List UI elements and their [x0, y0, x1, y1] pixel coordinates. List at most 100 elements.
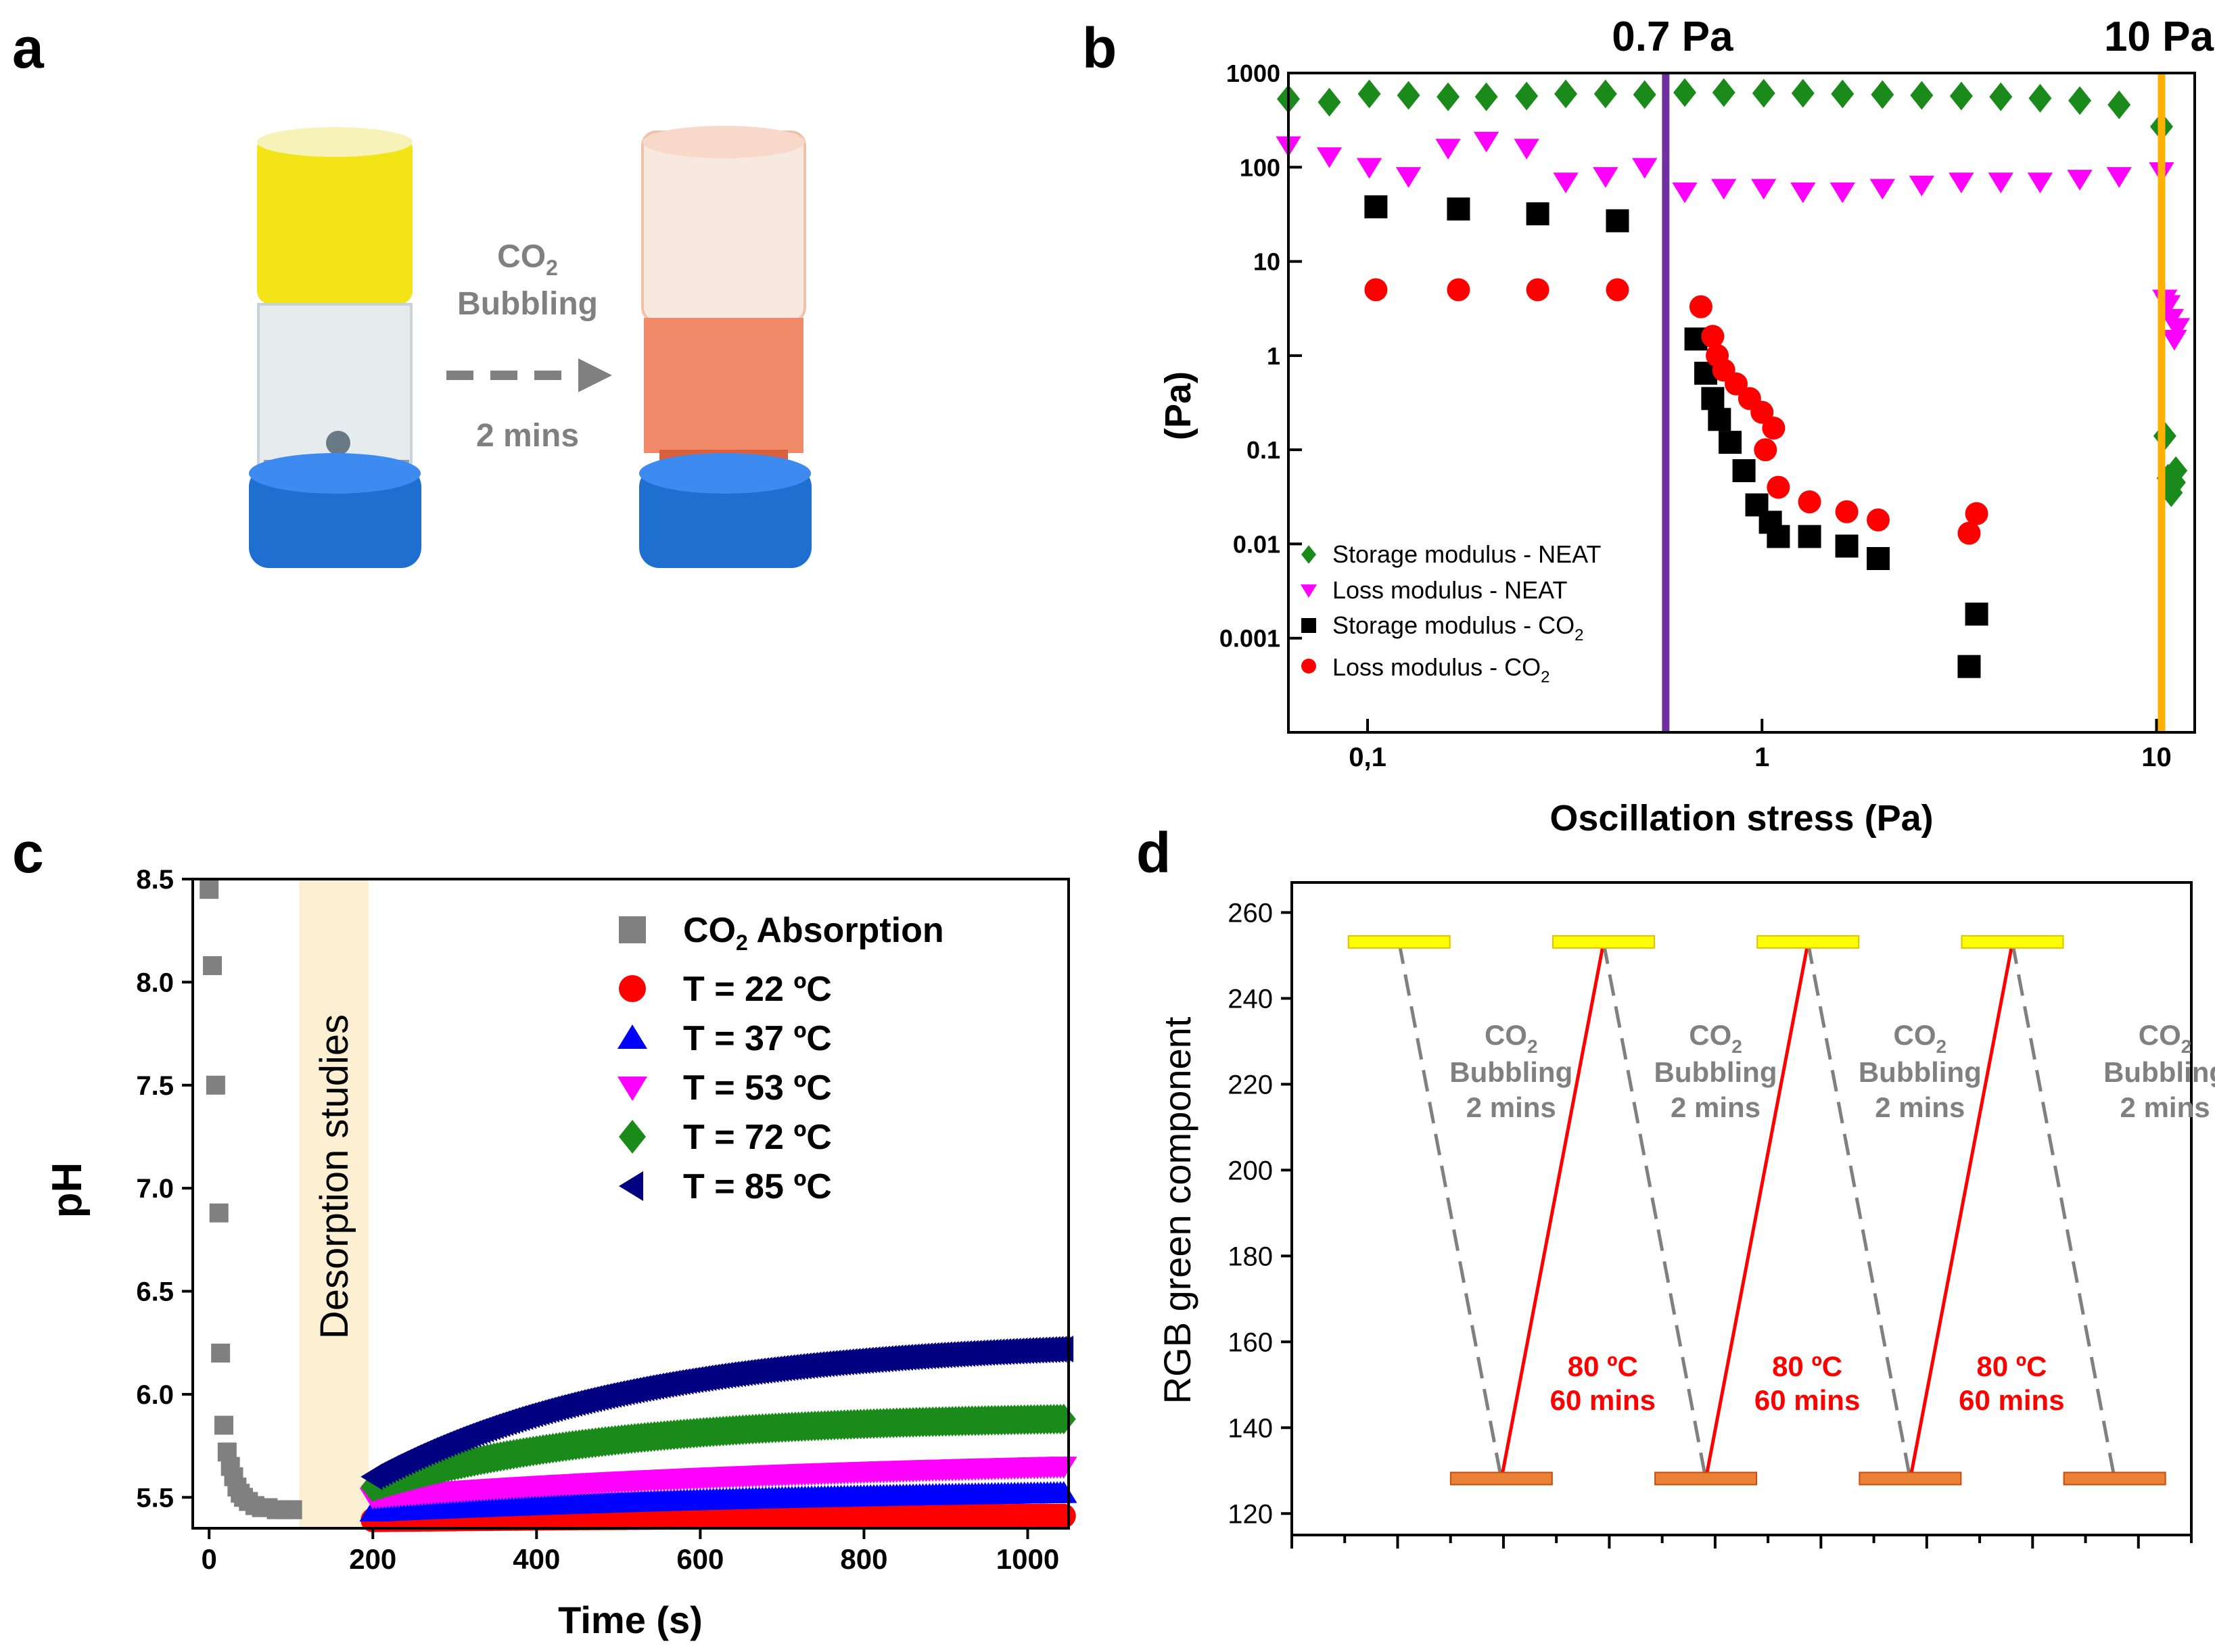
y-tick-label: 0.01 — [1233, 530, 1280, 558]
series-0-point — [1752, 78, 1775, 108]
series-0-point — [1673, 78, 1697, 108]
vial-before-cap-top — [249, 453, 421, 494]
series-2-point — [1767, 525, 1790, 548]
series-3-point — [1835, 500, 1859, 523]
bubbling-arrow: CO2 Bubbling 2 mins — [446, 239, 612, 454]
legend-t53: T = 53 ºC — [683, 1068, 832, 1108]
vial-after — [639, 126, 812, 568]
vial-before-rim — [257, 127, 413, 157]
chart-c-band — [299, 879, 369, 1528]
legend-storage-co2: Storage modulus - CO2 — [1332, 611, 1584, 644]
chart-d-ylabel: RGB green component — [1156, 1016, 1198, 1404]
heating-label-time: 60 mins — [1754, 1384, 1860, 1416]
x-tick-label: 1 — [1754, 742, 1769, 772]
series-0-point — [1831, 79, 1855, 109]
y-tick-label: 8.0 — [136, 968, 174, 997]
chart-b-legend: Storage modulus - NEAT Loss modulus - NE… — [1300, 540, 1602, 686]
x-tick-label: 800 — [840, 1543, 887, 1575]
series-1-point — [1473, 131, 1499, 153]
series-0-point — [1515, 81, 1539, 111]
bubbling-label-co2: CO2 — [2139, 1019, 2192, 1057]
series-0-point — [209, 1203, 229, 1223]
series-3-point — [1762, 417, 1786, 440]
chart-c-frame — [191, 878, 1070, 1530]
heating-label-temp: 80 ºC — [1772, 1350, 1842, 1382]
series-2-point — [1708, 408, 1731, 431]
arrow-time: 2 mins — [476, 418, 579, 454]
series-1-point — [1711, 179, 1737, 200]
chart-b-xlabel: Oscillation stress (Pa) — [1549, 798, 1933, 839]
series-1-point — [1909, 175, 1935, 197]
series-3-point — [1050, 1457, 1077, 1479]
vial-after-cap — [639, 467, 812, 568]
series-0-point — [1910, 80, 1934, 110]
series-1-point — [1316, 147, 1343, 168]
heating-label-temp: 80 ºC — [1976, 1350, 2047, 1382]
panel-label-a: a — [12, 16, 45, 80]
chart-b-axes: 0,1 1 10 0.001 0.01 0.1 1 10 100 1000 — [1219, 60, 2172, 772]
y-tick-label: 220 — [1228, 1070, 1273, 1100]
desorption-band — [299, 879, 369, 1528]
y-tick-label: 5.5 — [136, 1483, 174, 1513]
low-level-bar — [1654, 1471, 1758, 1486]
dashed-transition — [1602, 942, 1708, 1480]
series-2-point — [1957, 655, 1981, 678]
y-tick-label: 200 — [1228, 1156, 1273, 1185]
series-0-point — [1871, 80, 1894, 110]
series-1-point — [1672, 182, 1698, 204]
series-0-point — [1712, 78, 1735, 108]
legend-storage-neat: Storage modulus - NEAT — [1332, 540, 1602, 568]
series-2-point — [1965, 603, 1988, 626]
y-tick-label: 1 — [1267, 342, 1280, 370]
series-0-point — [211, 1343, 231, 1363]
legend-marker-2 — [1301, 618, 1316, 633]
series-1-point — [1514, 139, 1539, 160]
panel-a-photo: CO2 Bubbling 2 mins — [249, 126, 812, 568]
series-3-point — [1750, 400, 1774, 424]
bubbling-label-time: 2 mins — [1466, 1091, 1556, 1123]
series-3-point — [1798, 490, 1821, 514]
bubbling-label-co2: CO2 — [1689, 1019, 1742, 1057]
series-3-point — [1767, 475, 1790, 499]
series-0-point — [1437, 82, 1460, 112]
series-2-point — [1050, 1481, 1077, 1503]
series-0-point — [283, 1500, 302, 1519]
high-level-bar — [1961, 935, 2064, 949]
high-level-bar — [1347, 935, 1451, 949]
series-0-point — [1633, 80, 1656, 110]
series-0-point — [2107, 90, 2131, 120]
panel-label-d: d — [1136, 821, 1171, 884]
legend-marker-0 — [619, 916, 646, 943]
series-0-point — [1357, 79, 1381, 109]
y-tick-label: 100 — [1240, 154, 1280, 181]
series-1-point — [1593, 167, 1618, 188]
series-1-point — [1949, 172, 1974, 193]
high-level-bar — [1756, 935, 1860, 949]
series-2-point — [1606, 209, 1629, 233]
vial-before — [249, 127, 421, 568]
series-1-point — [1869, 179, 1896, 200]
series-3-point — [1725, 372, 1748, 396]
legend-marker-1 — [1300, 584, 1318, 598]
chart-c-xlabel: Time (s) — [558, 1599, 703, 1641]
series-0-point — [200, 880, 219, 899]
low-level-bar — [1449, 1471, 1553, 1486]
chart-c-ylabel: pH — [44, 1162, 91, 1219]
y-tick-label: 6.5 — [136, 1277, 174, 1307]
series-2-point — [1835, 534, 1859, 558]
chart-b: 0,1 1 10 0.001 0.01 0.1 1 10 100 1000 0.7 Pa 10 P… — [1158, 14, 2214, 839]
chart-c: Desorption studies 0 200 400 600 800 1000 5.5 6… — [44, 865, 1077, 1641]
series-3-point — [1364, 278, 1388, 302]
bubbling-label-text: Bubbling — [2103, 1056, 2215, 1088]
series-0-point — [2164, 456, 2188, 486]
x-tick-label: 0 — [202, 1543, 217, 1575]
series-3-point — [1689, 295, 1712, 318]
legend-t72: T = 72 ºC — [683, 1118, 832, 1157]
series-0-point — [2068, 86, 2092, 115]
series-1-point — [2027, 172, 2053, 193]
dashed-transition — [1806, 942, 1912, 1480]
vial-after-foam — [641, 131, 806, 323]
x-tick-label: 0,1 — [1349, 742, 1386, 772]
